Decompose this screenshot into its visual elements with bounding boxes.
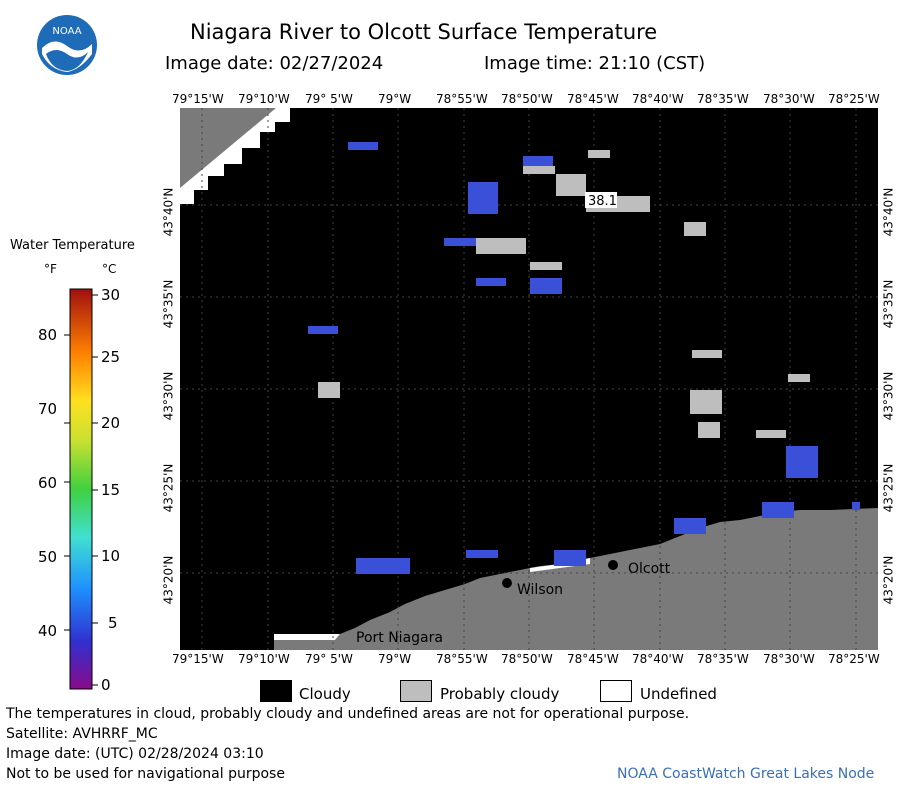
lat-label-right: 43°30'N [881,371,896,421]
temp-label-box [585,192,617,208]
lat-label-left: 43°35'N [161,279,176,329]
legend-probably-cloudy-swatch [400,680,432,702]
colorbar [64,288,98,690]
noaa-logo-icon: NOAA [37,15,97,75]
lon-label-bottom: 78°30'W [763,652,815,666]
map-panel: 38.1 Olcott Wilson Port Niagara [180,108,878,650]
colorbar-unit-c: °C [102,262,117,276]
satellite-text: Satellite: AVHRRF_MC [6,726,158,742]
lat-label-right: 43°40'N [881,187,896,237]
f-tick-50: 50 [38,548,58,566]
c-tick-0: 0 [101,676,111,694]
utc-date-text: Image date: (UTC) 02/28/2024 03:10 [6,746,264,762]
lon-label-bottom: 79°W [378,652,412,666]
image-time-label: Image time: 21:10 (CST) [484,53,706,74]
lon-label-top: 78°45'W [567,92,619,106]
noaa-logo-text: NOAA [52,26,81,37]
lat-label-right: 43°35'N [881,279,896,329]
olcott-marker [608,560,618,570]
legend-undefined-label: Undefined [640,685,717,703]
lon-label-bottom: 78°50'W [501,652,553,666]
land-canada [180,108,276,188]
lon-label-top: 78°30'W [763,92,815,106]
lon-label-top: 79°W [378,92,412,106]
temp-label: 38.1 [588,194,617,209]
lat-label-left: 43°30'N [161,371,176,421]
lat-label-left: 43°20'N [161,555,176,605]
lon-label-top: 78°25'W [828,92,880,106]
graticule [180,108,878,650]
lon-label-top: 78°55'W [436,92,488,106]
lon-label-bottom: 78°40'W [632,652,684,666]
c-tick-30: 30 [101,286,121,304]
disclaimer-text: The temperatures in cloud, probably clou… [6,706,690,722]
legend-probably-cloudy-label: Probably cloudy [440,685,560,703]
lon-label-top: 79° 5'W [305,92,353,106]
page-title: Niagara River to Olcott Surface Temperat… [190,20,658,44]
legend-cloudy-swatch [260,680,292,702]
lon-label-bottom: 79°15'W [172,652,224,666]
lon-label-bottom: 79° 5'W [305,652,353,666]
c-tick-25: 25 [101,348,121,366]
lat-label-left: 43°25'N [161,463,176,513]
lon-label-top: 79°10'W [238,92,290,106]
place-olcott: Olcott [628,561,671,577]
image-date-label: Image date: 02/27/2024 [165,53,384,74]
lon-label-bottom: 78°35'W [697,652,749,666]
lon-label-bottom: 79°10'W [238,652,290,666]
c-tick-15: 15 [101,481,121,499]
undefined-shore [274,634,340,640]
c-tick-20: 20 [101,414,121,432]
f-tick-80: 80 [38,326,58,344]
lon-label-top: 78°40'W [632,92,684,106]
lon-label-top: 78°35'W [697,92,749,106]
place-wilson: Wilson [517,582,563,598]
legend-undefined-swatch [600,680,632,702]
lon-label-top: 79°15'W [172,92,224,106]
colorbar-gradient [69,288,93,690]
lat-label-right: 43°25'N [881,463,896,513]
c-tick-5: 5 [108,614,118,632]
place-port-niagara: Port Niagara [356,630,443,646]
colorbar-unit-f: °F [44,262,57,276]
lat-label-right: 43°20'N [881,555,896,605]
water-temperature-pixels [308,142,860,574]
lon-label-top: 78°50'W [501,92,553,106]
lon-label-bottom: 78°55'W [436,652,488,666]
lon-label-bottom: 78°45'W [567,652,619,666]
c-tick-10: 10 [101,547,121,565]
colorbar-title: Water Temperature [10,238,135,253]
f-tick-60: 60 [38,474,58,492]
land-usa [274,508,878,650]
f-tick-70: 70 [38,400,58,418]
lon-label-bottom: 78°25'W [828,652,880,666]
f-tick-40: 40 [38,622,58,640]
lat-label-left: 43°40'N [161,187,176,237]
nav-warning-text: Not to be used for navigational purpose [6,766,285,782]
colorbar-ticks [64,294,98,686]
wilson-marker [502,578,512,588]
legend-cloudy-label: Cloudy [299,685,351,703]
credit-link[interactable]: NOAA CoastWatch Great Lakes Node [617,766,875,782]
